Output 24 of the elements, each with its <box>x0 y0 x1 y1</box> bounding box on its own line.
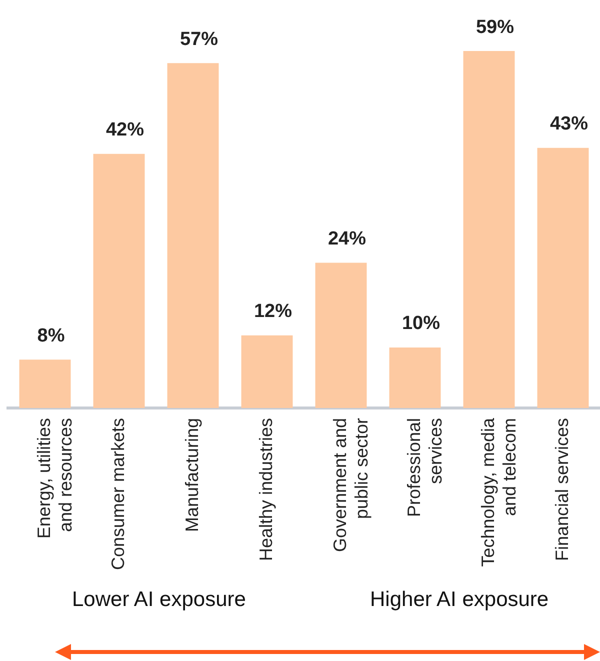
bar <box>93 154 145 408</box>
x-tick-label: Energy, utilities and resources <box>34 418 76 539</box>
text: Higher AI exposure <box>370 588 549 612</box>
bar <box>463 51 515 408</box>
data-label: 8% <box>37 325 65 346</box>
data-label: 59% <box>476 16 514 38</box>
text: Lower AI exposure <box>72 588 246 612</box>
data-label: 43% <box>550 114 588 135</box>
x-tick-label: Healthy industries <box>256 418 276 562</box>
data-label: 42% <box>106 120 144 141</box>
data-label: 24% <box>328 228 366 250</box>
bar <box>315 262 367 408</box>
bar <box>537 148 589 408</box>
x-tick-label: Financial services <box>552 418 572 562</box>
bar <box>19 360 71 408</box>
data-label: 10% <box>402 313 440 334</box>
bar <box>389 347 441 408</box>
bar <box>167 63 219 408</box>
x-tick-label: Government and public sector <box>330 418 372 552</box>
data-label: 12% <box>254 301 292 322</box>
data-label: 57% <box>180 28 218 50</box>
bar <box>241 335 293 408</box>
x-tick-label: Consumer markets <box>108 418 128 570</box>
x-tick-label: Manufacturing <box>182 418 202 532</box>
